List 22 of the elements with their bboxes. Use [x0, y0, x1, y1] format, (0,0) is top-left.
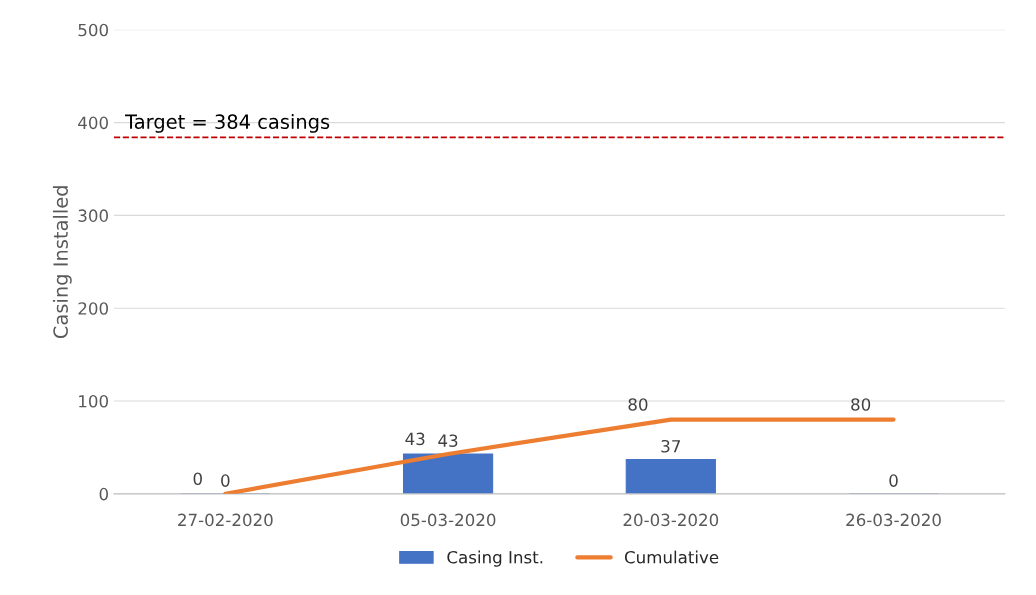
y-tick-label: 300: [78, 209, 108, 222]
x-tick-label: 05-03-2020: [400, 513, 496, 527]
y-axis-title: Casing Installed: [52, 186, 72, 339]
legend-label: Cumulative: [624, 550, 719, 564]
data-label: 80: [628, 398, 648, 411]
data-label: 0: [193, 472, 202, 486]
data-label: 43: [405, 432, 425, 446]
x-tick-label: 20-03-2020: [623, 513, 719, 527]
legend-label: Casing Inst.: [447, 550, 543, 567]
data-label: 43: [438, 434, 458, 447]
data-label: 0: [889, 474, 898, 487]
x-tick-label: 27-02-2020: [178, 513, 273, 527]
y-tick-label: 200: [78, 302, 108, 315]
y-tick-label: 0: [99, 487, 108, 501]
data-label: 0: [221, 474, 230, 487]
data-label: 80: [851, 398, 871, 411]
y-tick-label: 400: [78, 116, 108, 130]
y-tick-label: 100: [79, 394, 108, 408]
y-tick-label: 500: [78, 23, 108, 37]
ref-line-label: Target = 384 casings: [125, 113, 330, 133]
data-label: 37: [661, 439, 680, 453]
x-tick-label: 26-03-2020: [846, 513, 941, 527]
